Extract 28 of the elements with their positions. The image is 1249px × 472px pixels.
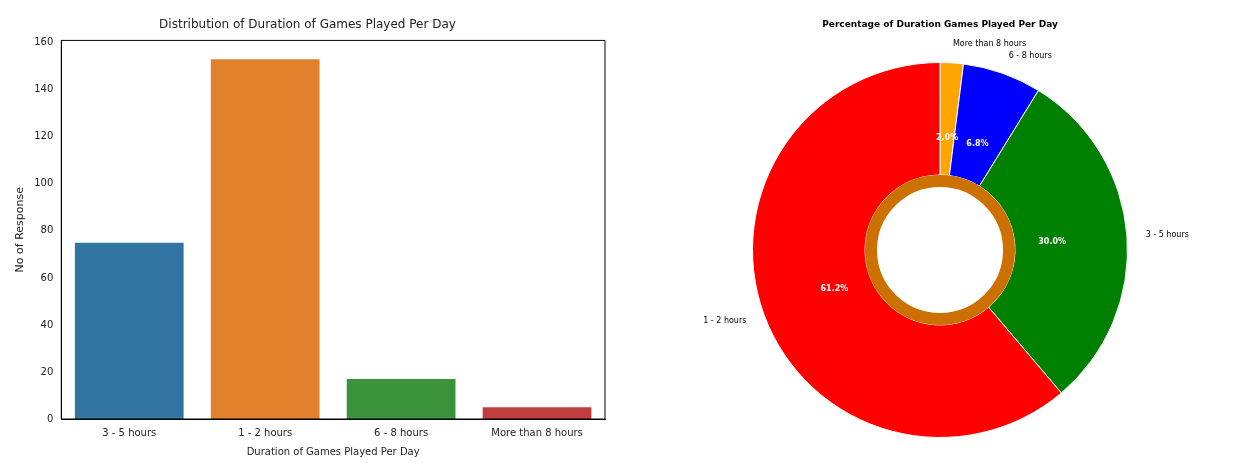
x-axis-title: Duration of Games Played Per Day: [246, 445, 420, 457]
data-label: 30.0%: [1038, 236, 1067, 246]
slice-label: 1 - 2 hours: [703, 316, 747, 326]
x-tick-label: 6 - 8 hours: [374, 426, 429, 438]
y-tick-label: 0: [46, 412, 54, 424]
y-axis-title: No of Response: [13, 186, 27, 273]
data-label: 61.2%: [820, 283, 849, 293]
bar: [210, 59, 320, 419]
chart-title: Distribution of Duration of Games Played Per Day: [159, 17, 456, 32]
bar: [74, 242, 184, 419]
x-tick-label: 3 - 5 hours: [102, 426, 157, 438]
slice-label: More than 8 hours: [952, 39, 1027, 49]
x-tick-label: 1 - 2 hours: [238, 426, 293, 438]
y-tick-label: 60: [40, 271, 54, 283]
y-tick-label: 140: [34, 83, 54, 95]
y-tick-label: 40: [40, 318, 54, 330]
slice-label: 6 - 8 hours: [1008, 50, 1052, 60]
y-tick-label: 80: [40, 224, 54, 236]
y-tick-label: 100: [34, 177, 54, 189]
data-label: 6.8%: [966, 138, 989, 148]
y-tick-label: 120: [34, 130, 54, 142]
y-tick-label: 160: [34, 36, 54, 48]
bar: [482, 407, 592, 419]
x-tick-label: More than 8 hours: [491, 426, 583, 438]
y-tick-label: 20: [40, 365, 54, 377]
bar: [346, 379, 456, 419]
slice-label: 3 - 5 hours: [1145, 229, 1189, 239]
chart-title: Percentage of Duration Games Played Per Day: [822, 19, 1058, 30]
